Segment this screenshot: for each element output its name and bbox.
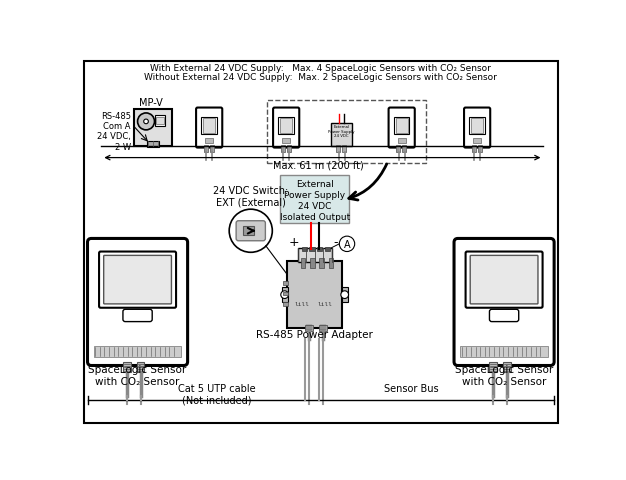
Text: MP-V: MP-V bbox=[139, 97, 163, 108]
Bar bbox=[301, 259, 305, 268]
Bar bbox=[472, 146, 476, 153]
Text: SpaceLogic Sensor
with CO₂ Sensor: SpaceLogic Sensor with CO₂ Sensor bbox=[455, 364, 553, 386]
Bar bbox=[319, 259, 324, 268]
Bar bbox=[280, 176, 349, 224]
FancyBboxPatch shape bbox=[123, 310, 152, 322]
Bar bbox=[283, 281, 288, 285]
Text: -: - bbox=[333, 236, 337, 249]
Text: Max. 61 m (200 ft): Max. 61 m (200 ft) bbox=[273, 160, 364, 170]
FancyBboxPatch shape bbox=[134, 110, 172, 147]
Text: SpaceLogic Sensor
with CO₂ Sensor: SpaceLogic Sensor with CO₂ Sensor bbox=[88, 364, 187, 386]
Text: 24 VDC Switch:
EXT (External): 24 VDC Switch: EXT (External) bbox=[213, 186, 289, 207]
FancyBboxPatch shape bbox=[287, 261, 342, 328]
FancyBboxPatch shape bbox=[454, 239, 554, 366]
Bar bbox=[342, 288, 348, 303]
Bar bbox=[281, 146, 285, 153]
Text: lill: lill bbox=[295, 302, 310, 307]
Bar bbox=[243, 227, 254, 236]
FancyBboxPatch shape bbox=[490, 310, 519, 322]
Bar bbox=[403, 146, 406, 153]
Bar bbox=[287, 146, 291, 153]
Bar bbox=[280, 119, 292, 133]
Bar bbox=[267, 101, 426, 164]
Text: +: + bbox=[289, 236, 299, 249]
Text: External
Power Supply
24 VDC
Isolated Output: External Power Supply 24 VDC Isolated Ou… bbox=[280, 180, 350, 222]
Bar bbox=[471, 119, 483, 133]
Bar bbox=[279, 118, 294, 135]
FancyBboxPatch shape bbox=[104, 256, 172, 304]
FancyBboxPatch shape bbox=[273, 108, 299, 148]
Text: A: A bbox=[344, 240, 351, 249]
Circle shape bbox=[144, 120, 148, 124]
Text: Cat 5 UTP cable
(Not included): Cat 5 UTP cable (Not included) bbox=[178, 384, 255, 405]
Bar bbox=[331, 124, 352, 147]
FancyBboxPatch shape bbox=[464, 108, 490, 148]
Bar bbox=[325, 247, 330, 251]
Circle shape bbox=[138, 114, 155, 131]
Bar bbox=[503, 362, 511, 372]
Bar bbox=[203, 119, 215, 133]
Bar bbox=[398, 139, 406, 144]
FancyBboxPatch shape bbox=[99, 252, 176, 308]
Circle shape bbox=[281, 291, 289, 299]
Bar bbox=[205, 139, 213, 144]
Text: Without External 24 VDC Supply:  Max. 2 SpaceLogic Sensors with CO₂ Sensor: Without External 24 VDC Supply: Max. 2 S… bbox=[145, 73, 497, 82]
Bar bbox=[336, 146, 340, 153]
Bar bbox=[283, 303, 288, 307]
Text: External
Power Supply
24 VDC: External Power Supply 24 VDC bbox=[329, 125, 355, 138]
Circle shape bbox=[229, 210, 272, 253]
FancyBboxPatch shape bbox=[196, 108, 222, 148]
Bar bbox=[283, 292, 288, 296]
Bar bbox=[319, 325, 327, 331]
Bar bbox=[309, 247, 315, 251]
Text: RS-485
Com A
24 VDC,
2 W: RS-485 Com A 24 VDC, 2 W bbox=[97, 111, 131, 152]
Text: With External 24 VDC Supply:   Max. 4 SpaceLogic Sensors with CO₂ Sensor: With External 24 VDC Supply: Max. 4 Spac… bbox=[150, 64, 491, 73]
Bar bbox=[329, 259, 333, 268]
Bar bbox=[473, 139, 481, 144]
Bar bbox=[460, 347, 548, 357]
FancyBboxPatch shape bbox=[88, 239, 188, 366]
Text: lill: lill bbox=[318, 302, 333, 307]
FancyBboxPatch shape bbox=[236, 221, 265, 241]
Bar bbox=[302, 247, 307, 251]
FancyBboxPatch shape bbox=[466, 252, 543, 308]
FancyBboxPatch shape bbox=[389, 108, 415, 148]
Bar bbox=[298, 248, 332, 262]
Bar bbox=[147, 142, 159, 147]
Bar bbox=[310, 259, 315, 268]
Bar bbox=[123, 362, 131, 372]
Bar bbox=[94, 347, 182, 357]
Bar bbox=[155, 116, 165, 127]
Bar bbox=[210, 146, 214, 153]
Text: RS-485 Power Adapter: RS-485 Power Adapter bbox=[256, 330, 373, 339]
Bar bbox=[202, 118, 217, 135]
Text: Sensor Bus: Sensor Bus bbox=[384, 384, 438, 394]
Bar bbox=[282, 139, 290, 144]
Bar bbox=[317, 247, 322, 251]
Bar bbox=[396, 146, 400, 153]
Bar bbox=[282, 288, 288, 303]
Bar bbox=[156, 118, 164, 125]
Circle shape bbox=[341, 291, 349, 299]
Bar bbox=[137, 362, 145, 372]
FancyBboxPatch shape bbox=[470, 256, 538, 304]
Circle shape bbox=[339, 237, 355, 252]
Bar bbox=[394, 118, 409, 135]
Bar bbox=[396, 119, 408, 133]
Bar bbox=[342, 146, 346, 153]
Bar bbox=[470, 118, 485, 135]
Bar bbox=[478, 146, 482, 153]
Bar bbox=[305, 325, 313, 331]
Bar bbox=[490, 362, 497, 372]
Bar bbox=[204, 146, 208, 153]
